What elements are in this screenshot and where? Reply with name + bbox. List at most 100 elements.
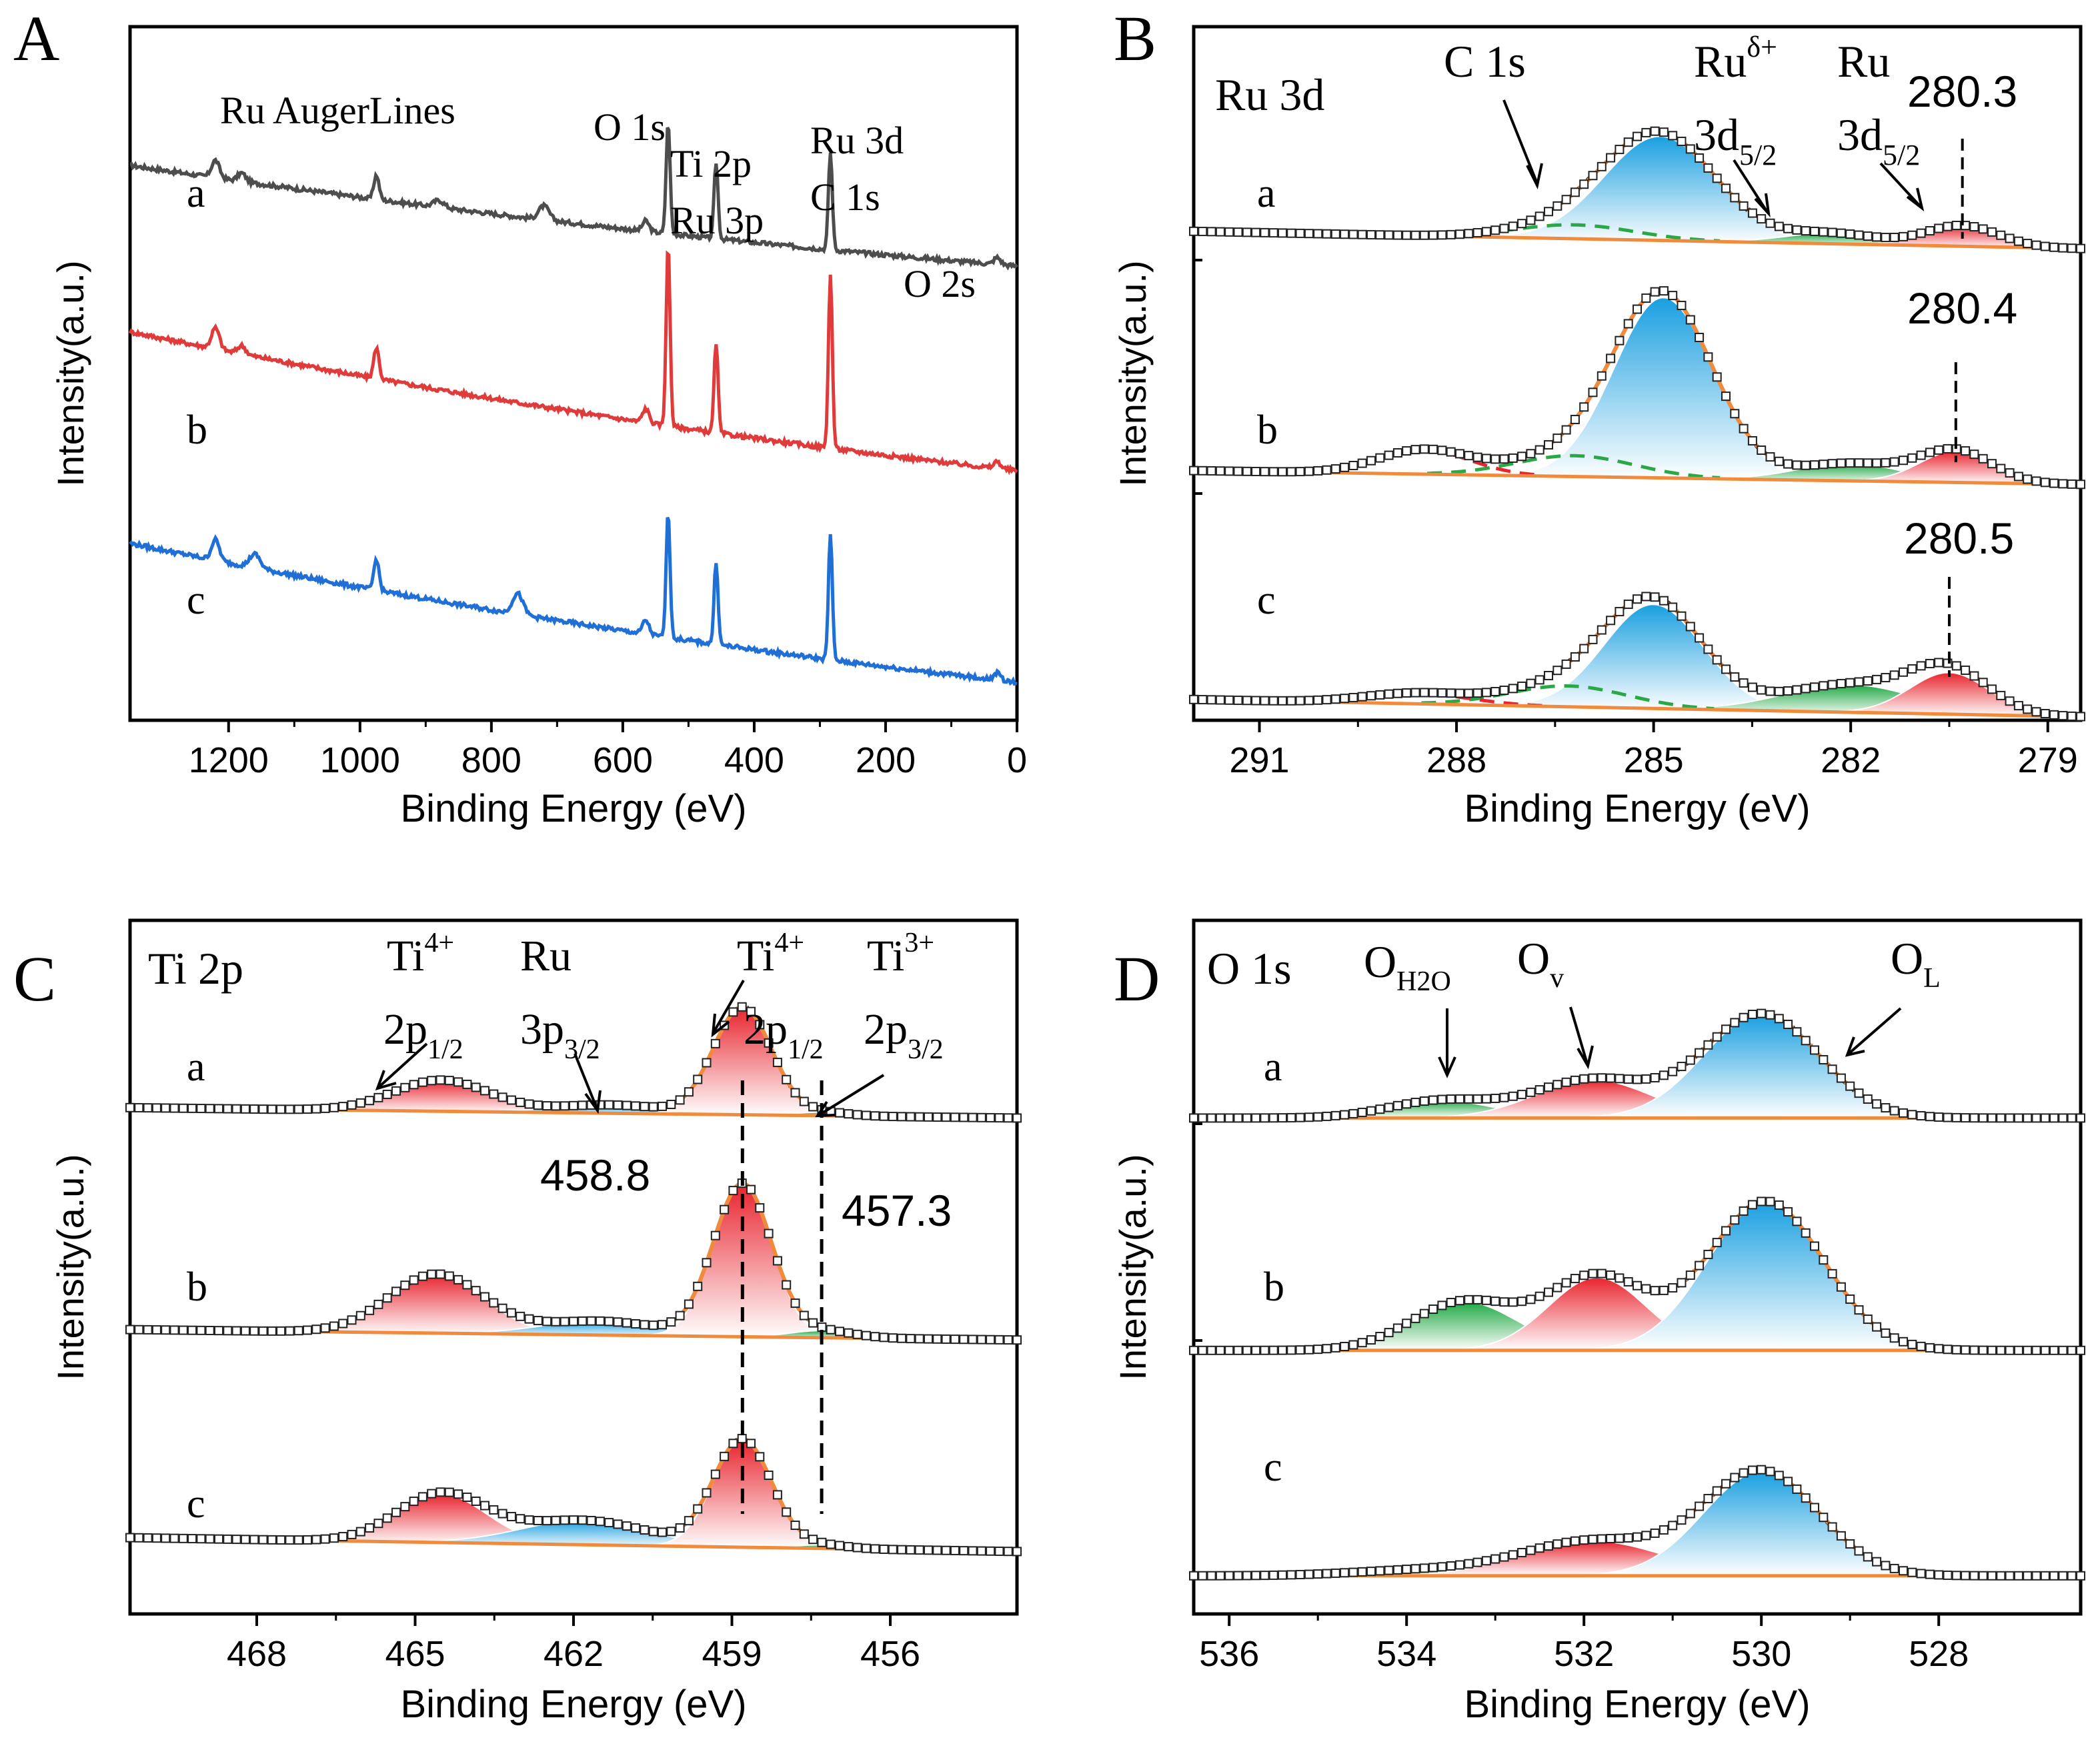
x-tick-label: 530 bbox=[1731, 1634, 1791, 1674]
data-point bbox=[1392, 1100, 1402, 1110]
series-label-a: a bbox=[187, 171, 205, 216]
data-point bbox=[1437, 1094, 1447, 1104]
data-point bbox=[1721, 1479, 1731, 1489]
data-point bbox=[1544, 440, 1553, 450]
data-point bbox=[1375, 1104, 1385, 1114]
data-point bbox=[1677, 300, 1687, 310]
data-point bbox=[1889, 670, 1899, 680]
data-point bbox=[1313, 1112, 1323, 1122]
data-point bbox=[613, 1519, 623, 1529]
data-point bbox=[1623, 137, 1633, 147]
plot-frame bbox=[128, 25, 1019, 722]
data-point bbox=[1792, 1027, 1802, 1037]
data-point bbox=[196, 1104, 206, 1114]
data-point bbox=[755, 1452, 765, 1462]
data-point bbox=[658, 1527, 667, 1537]
data-point bbox=[1348, 460, 1358, 470]
data-point bbox=[1552, 1282, 1562, 1292]
plot-frame bbox=[1192, 25, 2083, 722]
data-point bbox=[1384, 1102, 1394, 1112]
data-point bbox=[1951, 1345, 1961, 1355]
data-point bbox=[1916, 228, 1926, 238]
arrow-head bbox=[1526, 163, 1543, 190]
data-point bbox=[2031, 1571, 2041, 1581]
series-label-b: b bbox=[1264, 1264, 1284, 1310]
data-point bbox=[684, 1087, 694, 1097]
annotation-ov: Ov bbox=[1517, 933, 1564, 994]
data-point bbox=[1685, 1055, 1695, 1065]
data-point bbox=[746, 1184, 756, 1194]
data-point bbox=[1313, 1345, 1323, 1355]
data-point bbox=[1703, 1040, 1713, 1050]
data-point bbox=[1730, 672, 1740, 682]
data-point bbox=[1739, 1468, 1749, 1478]
data-point bbox=[1810, 682, 1819, 692]
annotation-2p12-a: 2p1/2 bbox=[383, 1005, 463, 1065]
data-point bbox=[285, 1535, 295, 1545]
data-point bbox=[1313, 229, 1323, 239]
data-point bbox=[1677, 1278, 1687, 1288]
data-point bbox=[417, 1492, 427, 1502]
data-point bbox=[1570, 1075, 1580, 1085]
series-label-b: b bbox=[1257, 407, 1278, 453]
data-point bbox=[2058, 711, 2068, 721]
data-point bbox=[1987, 684, 1997, 694]
data-point bbox=[1623, 1533, 1633, 1543]
data-point bbox=[950, 1112, 960, 1122]
data-point bbox=[1410, 1097, 1420, 1107]
data-point bbox=[1695, 1260, 1705, 1270]
data-point bbox=[240, 1104, 250, 1114]
data-point bbox=[1899, 231, 1908, 241]
data-point bbox=[1969, 450, 1979, 460]
data-point bbox=[1845, 678, 1855, 688]
data-point bbox=[782, 1280, 792, 1290]
data-point bbox=[400, 1502, 410, 1512]
data-point bbox=[1455, 449, 1464, 459]
data-point bbox=[808, 1535, 818, 1545]
data-point bbox=[1410, 1564, 1420, 1574]
data-point bbox=[1419, 688, 1429, 698]
data-point bbox=[1650, 1286, 1660, 1296]
y-axis-label: Intensity(a.u.) bbox=[1112, 1154, 1154, 1380]
data-point bbox=[861, 1543, 871, 1553]
data-point bbox=[613, 1317, 623, 1327]
data-point bbox=[914, 1545, 924, 1555]
data-point bbox=[1774, 221, 1784, 231]
data-point bbox=[666, 1100, 676, 1110]
data-point bbox=[1508, 453, 1518, 463]
data-point bbox=[2023, 239, 2033, 249]
data-point bbox=[1384, 1328, 1394, 1338]
data-point bbox=[968, 1546, 978, 1556]
data-point bbox=[1783, 1019, 1793, 1029]
data-point bbox=[1730, 409, 1740, 419]
x-tick-label: 288 bbox=[1426, 740, 1486, 780]
data-point bbox=[151, 1533, 161, 1543]
series-line-b bbox=[128, 250, 1018, 476]
data-point bbox=[1242, 1345, 1252, 1355]
data-point bbox=[214, 1534, 223, 1544]
data-point bbox=[1206, 466, 1216, 476]
data-point bbox=[932, 1334, 942, 1344]
data-point bbox=[1996, 464, 2006, 474]
data-point bbox=[897, 1112, 907, 1122]
data-point bbox=[1987, 1113, 1997, 1123]
data-point bbox=[1198, 1571, 1208, 1581]
data-point bbox=[835, 1108, 844, 1118]
data-point bbox=[373, 1299, 383, 1309]
data-point bbox=[1410, 688, 1420, 698]
data-point bbox=[169, 1103, 179, 1113]
data-point bbox=[506, 1095, 516, 1105]
data-point bbox=[1268, 1113, 1278, 1123]
data-point bbox=[551, 1101, 561, 1111]
data-point bbox=[1650, 1528, 1660, 1538]
data-point bbox=[1615, 607, 1625, 617]
data-point bbox=[879, 1333, 889, 1343]
data-point bbox=[1765, 452, 1775, 462]
data-point bbox=[1801, 226, 1811, 236]
data-point bbox=[2013, 1571, 2023, 1581]
arrow-head bbox=[1754, 193, 1771, 218]
data-point bbox=[161, 1533, 171, 1543]
data-point bbox=[1215, 466, 1225, 476]
data-point bbox=[444, 1271, 454, 1281]
data-point bbox=[524, 1515, 534, 1525]
